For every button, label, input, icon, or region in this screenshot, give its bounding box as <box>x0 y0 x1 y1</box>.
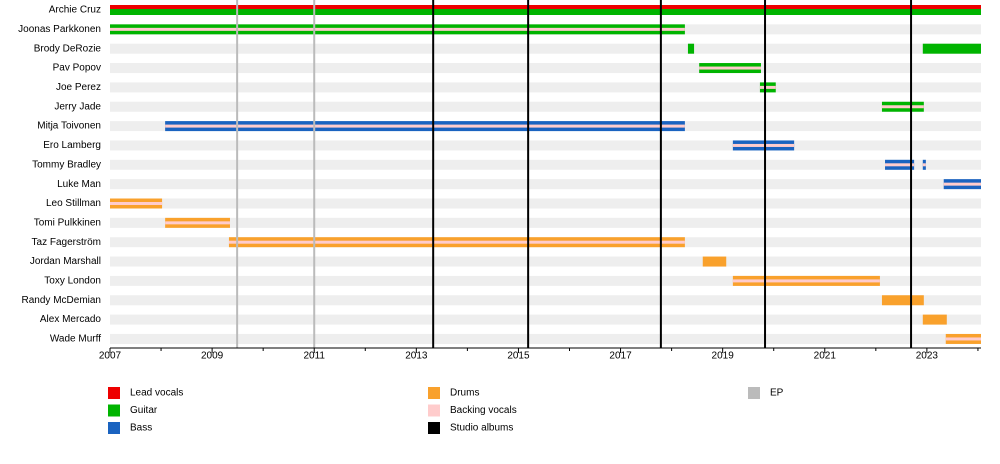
legend-swatch <box>428 404 440 417</box>
x-tick-label: 2013 <box>405 351 428 362</box>
legend-label: Studio albums <box>450 423 513 434</box>
legend-label: Guitar <box>130 405 158 416</box>
member-label: Ero Lamberg <box>43 140 101 151</box>
row-band <box>110 82 981 93</box>
member-label: Mitja Toivonen <box>37 121 101 132</box>
x-tick-label: 2015 <box>507 351 530 362</box>
row-band <box>110 256 981 267</box>
member-label: Joe Perez <box>56 82 101 93</box>
member-label: Jordan Marshall <box>30 256 101 267</box>
member-label: Tommy Bradley <box>32 159 101 170</box>
member-label: Wade Murff <box>50 334 101 345</box>
bar <box>885 163 915 167</box>
bar <box>699 66 761 70</box>
member-label: Taz Fagerström <box>32 237 101 248</box>
legend-swatch <box>108 422 120 434</box>
bar <box>110 5 981 15</box>
member-label: Brody DeRozie <box>34 43 102 54</box>
row-band <box>110 140 981 151</box>
member-label: Pav Popov <box>53 63 101 74</box>
row-band <box>110 179 981 190</box>
x-tick-label: 2007 <box>99 351 122 362</box>
bar <box>165 221 230 225</box>
x-tick-label: 2019 <box>712 351 735 362</box>
row-band <box>110 63 981 74</box>
legend-swatch <box>748 387 760 399</box>
x-tick-label: 2009 <box>201 351 224 362</box>
member-label: Archie Cruz <box>49 5 101 16</box>
bar <box>110 5 981 9</box>
bar <box>922 314 947 325</box>
row-band <box>110 217 981 228</box>
member-label: Randy McDemian <box>22 295 101 306</box>
member-label: Leo Stillman <box>46 198 101 209</box>
member-label: Tomi Pulkkinen <box>34 217 101 228</box>
member-label: Jerry Jade <box>54 101 101 112</box>
member-label: Alex Mercado <box>40 314 102 325</box>
legend-label: Bass <box>130 423 152 434</box>
bar <box>881 105 924 109</box>
legend-label: EP <box>770 388 784 399</box>
row-band <box>110 43 981 54</box>
bar <box>687 43 695 54</box>
x-tick-label: 2021 <box>814 351 837 362</box>
legend-label: Lead vocals <box>130 388 183 399</box>
legend-swatch <box>108 404 120 417</box>
bar <box>881 295 924 306</box>
row-band <box>110 314 981 325</box>
bar <box>702 256 727 267</box>
member-label: Toxy London <box>44 276 101 287</box>
legend-swatch <box>428 387 440 399</box>
member-label: Joonas Parkkonen <box>18 24 101 35</box>
row-band <box>110 198 981 209</box>
x-tick-label: 2023 <box>916 351 939 362</box>
bar <box>759 85 776 89</box>
bar <box>732 279 880 283</box>
bar <box>922 43 981 54</box>
member-label: Luke Man <box>57 179 101 190</box>
row-band <box>110 275 981 286</box>
bar <box>732 143 795 147</box>
x-tick-label: 2017 <box>609 351 632 362</box>
legend-label: Drums <box>450 388 479 399</box>
bar <box>922 163 926 167</box>
legend-swatch <box>428 422 440 434</box>
legend-label: Backing vocals <box>450 405 517 416</box>
row-band <box>110 101 981 112</box>
bar <box>110 27 685 31</box>
bar <box>945 337 981 341</box>
bar <box>228 240 685 244</box>
legend-swatch <box>108 387 120 399</box>
bar <box>165 124 685 128</box>
bar <box>110 202 163 205</box>
x-tick-label: 2011 <box>303 351 325 362</box>
row-band <box>110 295 981 306</box>
bar <box>943 182 981 186</box>
row-band <box>110 333 981 344</box>
row-band <box>110 159 981 170</box>
